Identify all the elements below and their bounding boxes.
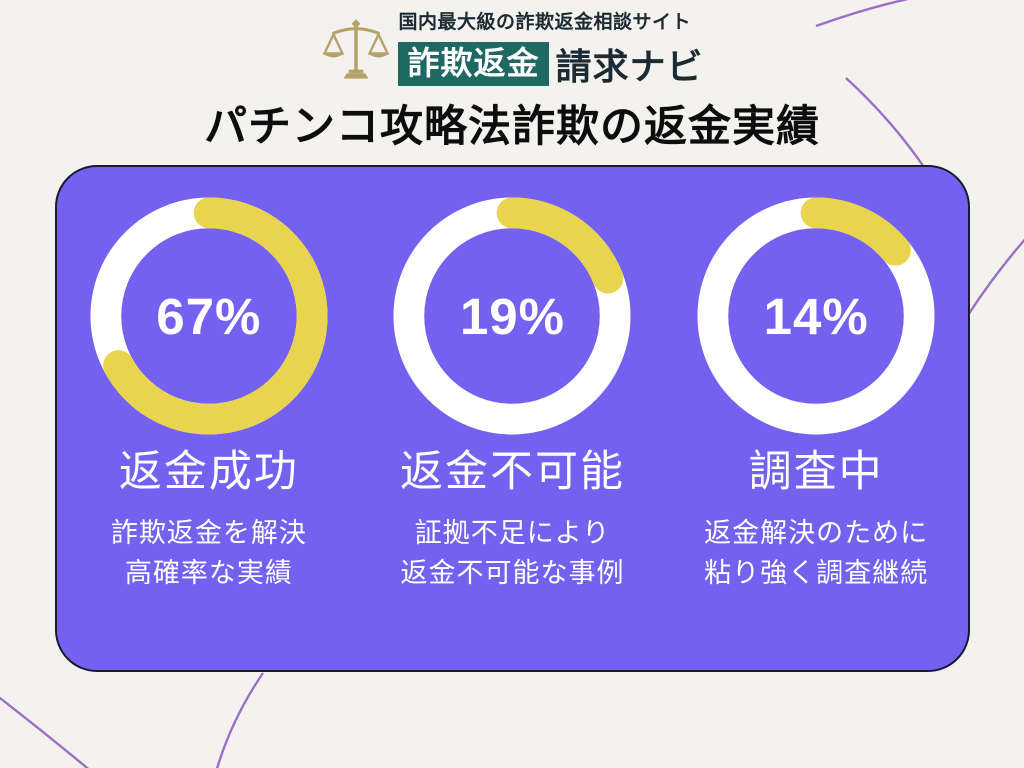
site-header: 国内最大級の詐欺返金相談サイト 詐欺返金 請求ナビ <box>0 10 1024 90</box>
site-tagline: 国内最大級の詐欺返金相談サイト <box>398 12 691 33</box>
chart-col-under-investigation: 14% 調査中 返金解決のために 粘り強く調査継続 <box>666 197 966 594</box>
column-heading: 調査中 <box>748 448 884 496</box>
logo-badge: 詐欺返金 <box>398 42 549 86</box>
donut-percent-label: 14% <box>763 287 869 345</box>
column-heading: 返金成功 <box>118 448 299 496</box>
column-description: 証拠不足により 返金不可能な事例 <box>400 517 625 589</box>
donut-svg <box>697 197 935 435</box>
logo-name: 請求ナビ <box>555 46 704 87</box>
scales-of-justice-icon <box>323 19 390 79</box>
column-description: 返金解決のために 粘り強く調査継続 <box>704 517 929 589</box>
donut-chart-refund-success: 67% <box>90 197 328 435</box>
page-title: パチンコ攻略法詐欺の返金実績 <box>204 103 820 151</box>
site-logo: 詐欺返金 請求ナビ <box>398 38 703 90</box>
donut-svg <box>393 197 631 435</box>
donut-percent-label: 67% <box>156 287 262 345</box>
column-heading: 返金不可能 <box>399 448 625 496</box>
donut-svg <box>90 197 328 435</box>
donut-chart-under-investigation: 14% <box>697 197 935 435</box>
charts-row: 67% 返金成功 詐欺返金を解決 高確率な実績 19% 返金不可能 証拠不足によ… <box>57 167 968 594</box>
stats-card: 67% 返金成功 詐欺返金を解決 高確率な実績 19% 返金不可能 証拠不足によ… <box>55 165 970 672</box>
donut-chart-refund-impossible: 19% <box>393 197 631 435</box>
chart-col-refund-impossible: 19% 返金不可能 証拠不足により 返金不可能な事例 <box>362 197 662 594</box>
chart-col-refund-success: 67% 返金成功 詐欺返金を解決 高確率な実績 <box>59 197 359 594</box>
donut-percent-label: 19% <box>459 287 566 345</box>
column-description: 詐欺返金を解決 高確率な実績 <box>110 517 307 589</box>
